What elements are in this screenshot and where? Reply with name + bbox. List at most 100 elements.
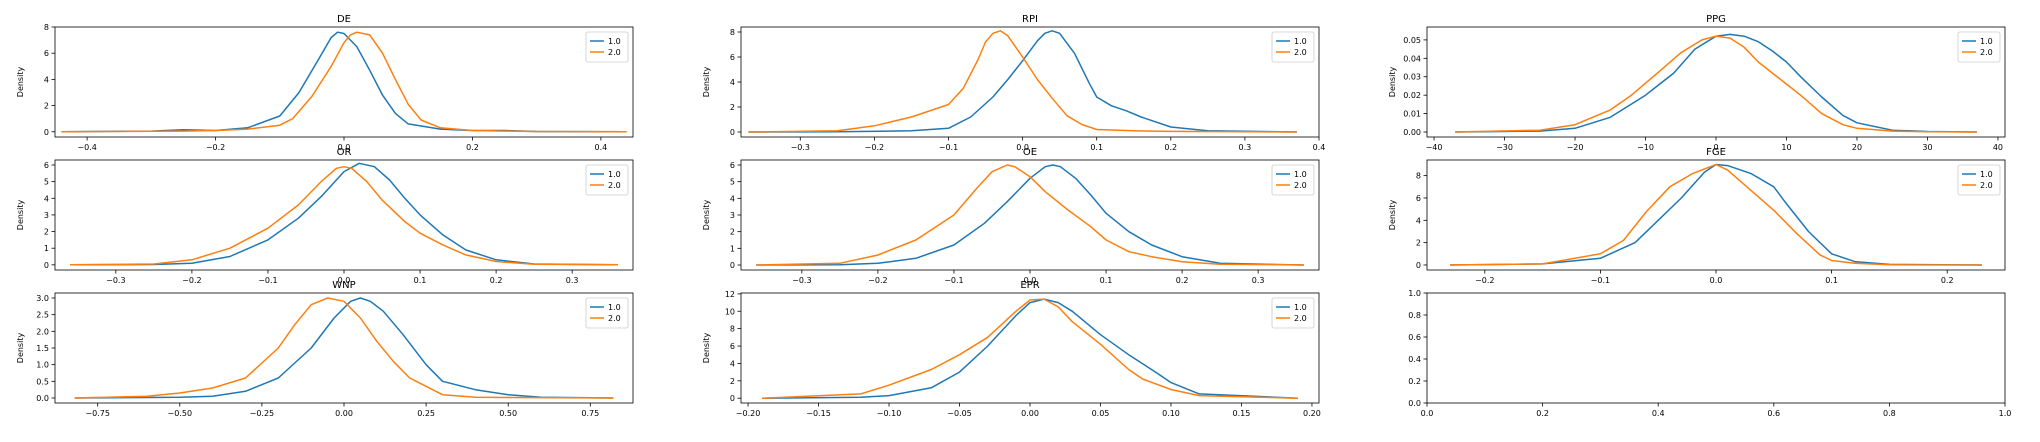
y-tick-label: 2.0 [36, 327, 49, 336]
legend-label: 2.0 [608, 48, 621, 57]
x-tick-label: 0.2 [1941, 276, 1954, 285]
subplot-wnp: WNP −0.75 −0.50 −0.25 0.00 0.25 0.50 0.75 0.0 0.5… [16, 280, 634, 418]
legend-label: 2.0 [608, 181, 621, 190]
x-tick-label: 0.0 [338, 143, 351, 152]
x-tick-label: 0.2 [466, 143, 479, 152]
legend-label: 2.0 [1980, 48, 1993, 57]
subplot-oe: OE −0.3 −0.2 −0.1 0.0 0.1 0.2 0.3 0 1 2 3 4 5 6 Density… [702, 147, 1320, 285]
subplot-or: OR −0.3 −0.2 −0.1 0.0 0.1 0.2 0.3 0 1 2 3 4 5 6 Density… [16, 147, 634, 285]
x-tick-label: −0.3 [792, 276, 811, 285]
legend-box [1957, 164, 2001, 196]
chart-title: RPI [1022, 14, 1038, 25]
chart-title: DE [337, 14, 351, 25]
y-tick-label: 0.8 [1408, 311, 1421, 320]
legend-box [1271, 297, 1315, 329]
x-tick-label: 0.1 [1100, 276, 1113, 285]
x-tick-label: −0.2 [206, 143, 225, 152]
y-tick-label: 0.03 [1403, 73, 1421, 82]
y-axis-label: Density [702, 200, 711, 231]
x-tick-label: −0.50 [168, 409, 193, 418]
y-tick-label: 0.02 [1403, 91, 1421, 100]
plot-frame [740, 292, 1320, 404]
plot-frame [1426, 26, 2006, 138]
x-tick-label: 0.0 [1016, 143, 1029, 152]
x-tick-label: 0.50 [499, 409, 517, 418]
y-tick-label: 1.5 [36, 344, 49, 353]
x-tick-label: 0.1 [414, 276, 427, 285]
legend-box [1271, 31, 1315, 63]
y-tick-label: 6 [44, 49, 49, 58]
legend-label: 2.0 [1294, 181, 1307, 190]
legend: 1.02.0 [585, 164, 629, 196]
legend: 1.02.0 [1957, 31, 2001, 63]
x-tick-label: −20 [1567, 143, 1584, 152]
y-tick-label: 5 [730, 178, 735, 187]
legend-label: 1.0 [1980, 170, 1993, 179]
plot-frame [740, 26, 1320, 138]
y-tick-label: 0 [1416, 261, 1421, 270]
series-line-2.0 [1455, 35, 1977, 133]
series-line-2.0 [748, 30, 1297, 133]
legend-box [585, 31, 629, 63]
chart-title: FGE [1706, 147, 1726, 158]
series-line-2.0 [1450, 163, 1982, 266]
y-tick-label: 0 [730, 394, 735, 403]
y-tick-label: 6 [730, 342, 735, 351]
x-tick-label: −0.1 [1591, 276, 1610, 285]
y-tick-label: 0.5 [36, 377, 49, 386]
y-tick-label: 6 [730, 53, 735, 62]
subplot-empty: 0.0 0.2 0.4 0.6 0.8 1.0 0.0 0.2 0.4 0.6 0.8 1.0 [1408, 289, 2011, 418]
x-tick-label: 0.75 [581, 409, 599, 418]
x-tick-label: 0.25 [417, 409, 435, 418]
subplot-ppg: PPG −40 −30 −20 −10 0 10 20 30 40 0.00 0.01 0.02 0.03… [1388, 14, 2006, 152]
x-tick-label: 0.20 [1303, 409, 1321, 418]
y-tick-label: 0.00 [1403, 128, 1421, 137]
legend: 1.02.0 [1957, 164, 2001, 196]
series-line-2.0 [74, 297, 614, 399]
legend-label: 1.0 [1980, 37, 1993, 46]
series-line-1.0 [762, 298, 1298, 399]
y-tick-label: 4 [730, 359, 735, 368]
y-tick-label: 0 [44, 261, 49, 270]
plot-frame [54, 292, 634, 404]
x-tick-label: 0 [1713, 143, 1718, 152]
y-tick-label: 0.4 [1408, 355, 1421, 364]
y-tick-label: 0.0 [1408, 399, 1421, 408]
y-tick-label: 4 [730, 194, 735, 203]
y-tick-label: 2 [730, 377, 735, 386]
y-tick-label: 0.04 [1403, 54, 1421, 63]
y-tick-label: 10 [725, 307, 735, 316]
y-tick-label: 8 [730, 28, 735, 37]
legend: 1.02.0 [1271, 164, 1315, 196]
x-tick-label: 0.0 [1710, 276, 1723, 285]
x-tick-label: −0.75 [85, 409, 110, 418]
x-tick-label: 0.3 [1239, 143, 1252, 152]
y-tick-label: 2 [730, 228, 735, 237]
x-tick-label: −0.1 [258, 276, 277, 285]
y-tick-label: 8 [1416, 172, 1421, 181]
legend: 1.02.0 [1271, 297, 1315, 329]
x-tick-label: 0.6 [1767, 409, 1780, 418]
y-tick-label: 4 [44, 194, 49, 203]
x-tick-label: −0.20 [736, 409, 761, 418]
series-line-2.0 [762, 298, 1298, 399]
y-tick-label: 8 [730, 325, 735, 334]
x-tick-label: −0.10 [877, 409, 902, 418]
y-tick-label: 0.0 [36, 394, 49, 403]
plot-frame [54, 159, 634, 271]
y-tick-label: 8 [44, 23, 49, 32]
x-tick-label: −10 [1637, 143, 1654, 152]
chart-title: OR [337, 147, 352, 158]
series-line-2.0 [61, 31, 627, 133]
series-line-1.0 [61, 31, 627, 133]
x-tick-label: 0.1 [1825, 276, 1838, 285]
x-tick-label: 0.0 [1024, 276, 1037, 285]
y-tick-label: 2 [44, 228, 49, 237]
y-tick-label: 0.01 [1403, 110, 1421, 119]
chart-title: EPR [1020, 280, 1039, 291]
x-tick-label: 0.3 [566, 276, 579, 285]
y-tick-label: 0 [730, 261, 735, 270]
x-tick-label: 0.05 [1092, 409, 1110, 418]
